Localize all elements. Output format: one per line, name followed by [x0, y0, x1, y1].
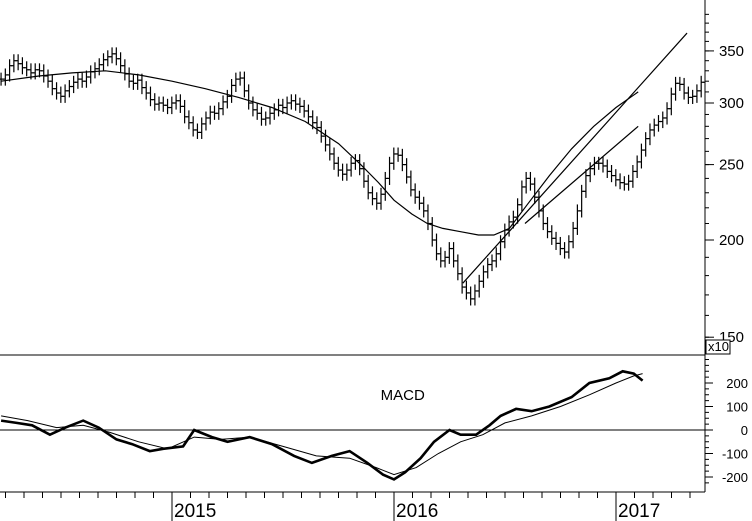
x-year-label: 2015: [174, 501, 216, 521]
macd-tick-label: -100: [722, 447, 748, 462]
macd-panel: MACD: [0, 369, 705, 481]
y-tick-label: 300: [719, 95, 744, 112]
macd-tick-label: 0: [741, 423, 748, 438]
price-panel: [0, 32, 705, 306]
macd-tick-label: -200: [722, 470, 748, 485]
macd-tick-label: 200: [726, 376, 748, 391]
moving-average-line: [1, 70, 639, 236]
macd-tick-label: 100: [726, 400, 748, 415]
x-year-label: 2017: [618, 501, 660, 521]
macd-multiplier-label: x10: [705, 339, 731, 355]
y-tick-label: 350: [719, 43, 744, 60]
macd-signal-line: [1, 373, 643, 476]
x-year-label: 2016: [396, 501, 438, 521]
price-bar: [702, 68, 705, 89]
trendline-2: [524, 125, 639, 224]
y-tick-label: 250: [719, 157, 744, 174]
macd-label: MACD: [381, 387, 425, 404]
svg-text:x10: x10: [708, 339, 729, 354]
trendline-1: [462, 32, 688, 284]
y-tick-label: 200: [719, 232, 744, 249]
macd-line: [0, 369, 644, 481]
